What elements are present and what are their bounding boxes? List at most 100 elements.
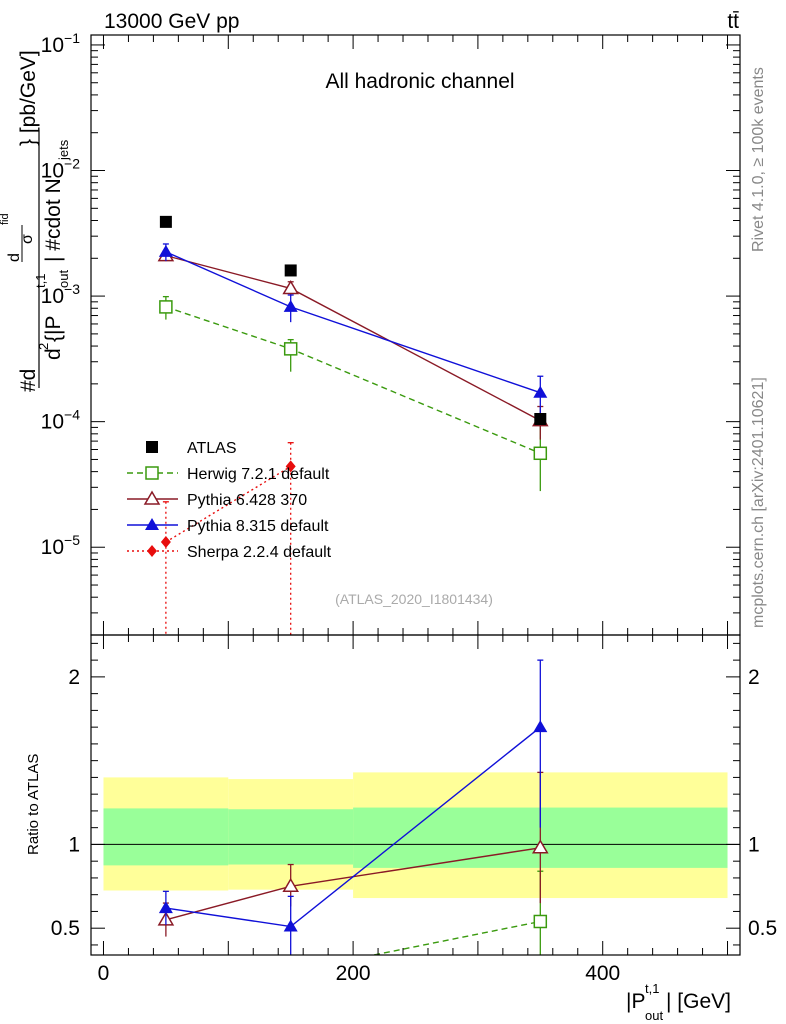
ratio-y-tick-label-right: 0.5 bbox=[748, 917, 777, 940]
legend-label-herwig-7-2-1-default: Herwig 7.2.1 default bbox=[187, 466, 330, 483]
main-y-tick-label-base: 10 bbox=[41, 285, 64, 308]
main-y-tick-label-base: 10 bbox=[41, 536, 64, 559]
y-label-den-sub: out bbox=[56, 270, 71, 288]
main-y-tick-label-base: 10 bbox=[41, 160, 64, 183]
ratio-bands-layer bbox=[91, 772, 740, 899]
y-label-den-d: d bbox=[42, 348, 65, 360]
ratio-point-herwig-7-2-1-default bbox=[533, 914, 548, 929]
main-y-tick-label-exp: −5 bbox=[64, 532, 80, 548]
y-label-den-p: {|P bbox=[42, 316, 65, 342]
ratio-x-tick-label: 200 bbox=[336, 962, 371, 985]
main-point-pythia-8-315-default bbox=[533, 385, 548, 398]
legend-label-pythia-6-428-370: Pythia 6.428 370 bbox=[187, 492, 307, 509]
main-series-atlas bbox=[159, 215, 547, 425]
ratio-frame bbox=[90, 634, 741, 956]
ratio-y-tick-label: 1 bbox=[68, 833, 80, 856]
legend-label-atlas: ATLAS bbox=[187, 440, 237, 457]
legend-label-pythia-8-315-default: Pythia 8.315 default bbox=[187, 518, 329, 535]
main-y-tick-label: 10−4 bbox=[41, 407, 81, 434]
x-label-main: |P bbox=[626, 990, 645, 1013]
main-series-pythia-6-428-370 bbox=[157, 247, 549, 440]
ratio-y-tick-label-right: 1 bbox=[748, 833, 760, 856]
ratio-axes-layer: 0.5 0.5 1 1 2 2 0 200 400 bbox=[51, 634, 777, 985]
main-series-sherpa-2-2-4-default bbox=[160, 442, 296, 635]
ratio-panel: Ratio to ATLAS 0.5 0.5 1 1 2 2 0 200 400 |P t,1 … bbox=[25, 634, 777, 1023]
main-line-pythia-6-428-370 bbox=[165, 254, 541, 422]
main-point-pythia-6-428-370 bbox=[282, 279, 299, 295]
main-y-tick-label-exp: −1 bbox=[64, 30, 80, 46]
y-label-den-jets: jets bbox=[56, 139, 71, 161]
main-series-herwig-7-2-1-default bbox=[159, 295, 548, 492]
main-y-tick-label-exp: −3 bbox=[64, 281, 80, 297]
x-axis-label: |P t,1 out | [GeV] bbox=[626, 981, 731, 1023]
main-point-pythia-8-315-default bbox=[158, 244, 173, 257]
main-y-tick-label: 10−3 bbox=[41, 281, 81, 308]
ratio-point-pythia-8-315-default bbox=[283, 919, 298, 932]
main-point-pythia-8-315-default bbox=[283, 299, 298, 312]
ratio-point-herwig-7-2-1-default bbox=[285, 966, 297, 978]
ratio-y-tick-label-right: 2 bbox=[748, 666, 760, 689]
legend-marker-herwig-7-2-1-default bbox=[145, 466, 159, 480]
y-label-hash-d: #d bbox=[17, 369, 40, 392]
energy-label: 13000 GeV pp bbox=[104, 10, 239, 33]
main-point-atlas bbox=[159, 215, 172, 228]
main-point-sherpa-2-2-4-default bbox=[160, 536, 171, 549]
ratio-line-herwig-7-2-1-default bbox=[370, 920, 541, 955]
main-point-atlas bbox=[284, 264, 297, 277]
y-label-sup-fid: fid bbox=[0, 213, 11, 225]
x-label-sub: out bbox=[645, 1008, 663, 1023]
main-line-sherpa-2-2-4-default bbox=[165, 465, 292, 543]
main-y-tick-label-exp: −2 bbox=[64, 156, 80, 172]
ratio-x-tick-label: 0 bbox=[98, 962, 110, 985]
main-y-tick-label-base: 10 bbox=[41, 34, 64, 57]
main-y-tick-label: 10−2 bbox=[41, 156, 81, 183]
legend-label-sherpa-2-2-4-default: Sherpa 2.2.4 default bbox=[187, 544, 332, 561]
main-point-herwig-7-2-1-default bbox=[533, 446, 548, 461]
rivet-version-label: Rivet 4.1.0, ≥ 100k events bbox=[750, 67, 767, 252]
ratio-y-tick-label: 0.5 bbox=[51, 917, 80, 940]
main-series-pythia-8-315-default bbox=[158, 243, 548, 422]
mcplots-source-label: mcplots.cern.ch [arXiv:2401.10621] bbox=[750, 377, 767, 628]
main-axes-layer: 10−510−410−310−210−1 bbox=[41, 30, 741, 636]
y-label-den-cdot: | #cdot N bbox=[42, 178, 65, 262]
y-label-den-sup: t,1 bbox=[33, 274, 48, 288]
ratio-y-tick-label: 2 bbox=[68, 666, 80, 689]
x-label-unit: | [GeV] bbox=[666, 990, 731, 1013]
ratio-stat-uncertainty-band bbox=[103, 808, 229, 866]
main-line-pythia-8-315-default bbox=[165, 251, 541, 394]
ratio-point-pythia-6-428-370 bbox=[532, 839, 549, 854]
ratio-y-axis-label: Ratio to ATLAS bbox=[25, 754, 42, 855]
legend-marker-sherpa-2-2-4-default bbox=[147, 545, 157, 557]
x-label-sup: t,1 bbox=[645, 981, 659, 996]
legend-marker-atlas bbox=[146, 441, 158, 453]
y-label-frac-top: d bbox=[6, 253, 23, 262]
main-point-herwig-7-2-1-default bbox=[159, 300, 173, 314]
analysis-watermark: (ATLAS_2020_I1801434) bbox=[335, 591, 493, 607]
main-point-sherpa-2-2-4-default bbox=[285, 460, 296, 473]
main-y-axis-label: #d d σ fid d 2 {|P t,1 out | #cdot N jet… bbox=[0, 50, 71, 392]
process-label: tt̄ bbox=[727, 10, 739, 33]
main-series-layer bbox=[157, 215, 549, 635]
main-y-tick-label-exp: −4 bbox=[64, 407, 80, 423]
main-panel: All hadronic channel (ATLAS_2020_I180143… bbox=[0, 30, 741, 636]
ratio-point-pythia-6-428-370 bbox=[282, 877, 299, 893]
ratio-point-herwig-7-2-1-default bbox=[160, 971, 172, 983]
main-title: All hadronic channel bbox=[325, 70, 514, 93]
y-label-frac-bottom: σ bbox=[19, 234, 36, 244]
legend-marker-pythia-6-428-370 bbox=[143, 490, 161, 505]
main-y-tick-label-base: 10 bbox=[41, 411, 64, 434]
legend: ATLAS Herwig 7.2.1 default Pythia 6.428 37… bbox=[127, 440, 332, 561]
legend-marker-pythia-8-315-default bbox=[145, 518, 159, 530]
main-point-atlas bbox=[534, 412, 547, 425]
ratio-point-pythia-8-315-default bbox=[158, 901, 173, 914]
ratio-stat-uncertainty-band bbox=[228, 809, 354, 865]
y-label-den-2: 2 bbox=[36, 343, 51, 350]
ratio-x-tick-label: 400 bbox=[585, 962, 620, 985]
main-y-tick-label: 10−1 bbox=[41, 30, 81, 57]
y-label-unit: } [pb/GeV] bbox=[17, 50, 40, 146]
ratio-series-layer bbox=[157, 659, 549, 983]
main-y-tick-label: 10−5 bbox=[41, 532, 81, 559]
ratio-series-pythia-8-315-default bbox=[158, 659, 548, 955]
main-point-herwig-7-2-1-default bbox=[283, 342, 298, 356]
